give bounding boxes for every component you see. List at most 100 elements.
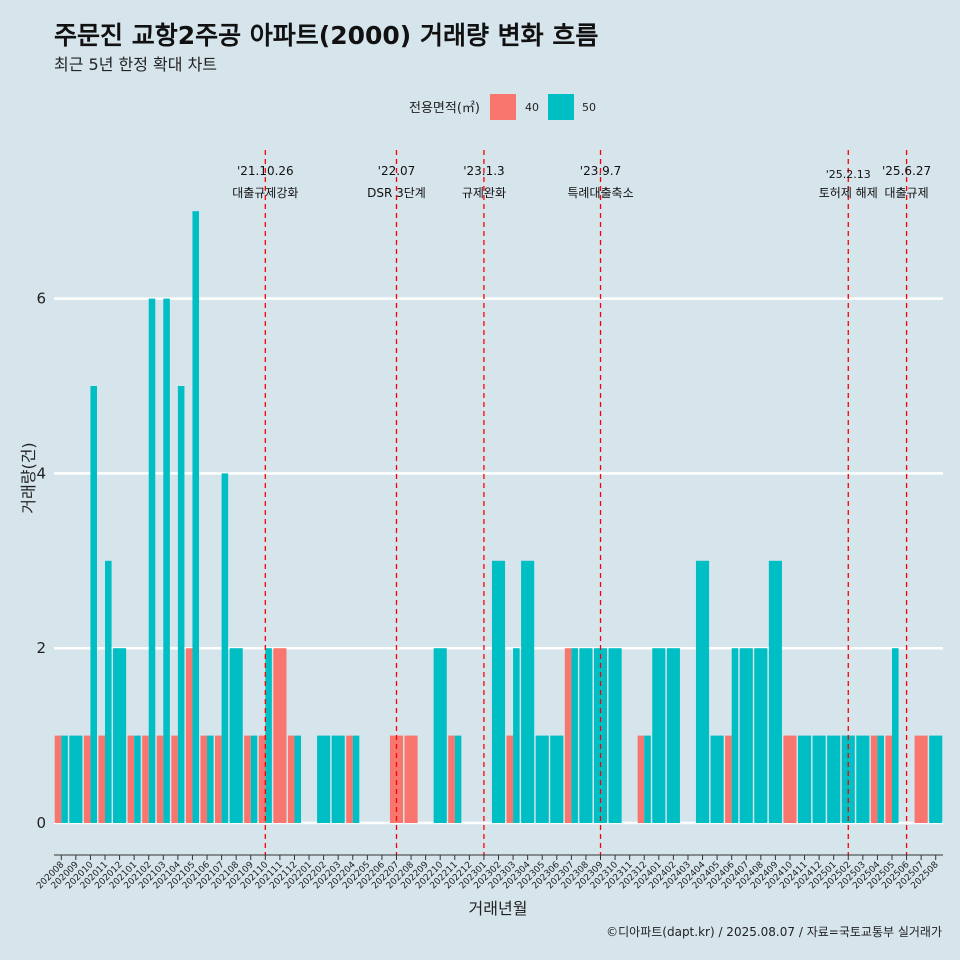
- bar-50-202202: [317, 735, 331, 823]
- bar-50-202406: [731, 648, 739, 823]
- bar-40-202211: [448, 735, 455, 823]
- y-tick-label: 4: [36, 464, 46, 482]
- bar-40-202011: [98, 735, 106, 823]
- x-axis-title: 거래년월: [469, 899, 528, 918]
- bar-50-202411: [797, 735, 812, 823]
- legend-label-40: 40: [525, 101, 539, 114]
- annotation-label-2: 규제완화: [462, 186, 506, 200]
- bar-40-202104: [171, 735, 178, 823]
- bar-50-202508: [929, 735, 943, 823]
- bar-50-202405: [710, 735, 724, 823]
- x-axis: 2020082020092020102020112020122021012021…: [35, 854, 943, 891]
- legend-title: 전용면적(㎡): [409, 101, 480, 116]
- bar-40-202303: [506, 735, 514, 823]
- bar-50-202408: [754, 648, 768, 823]
- bar-40-202504: [870, 735, 878, 823]
- bar-50-202412: [812, 735, 826, 823]
- bar-40-202307: [564, 648, 572, 823]
- bar-50-202505: [891, 648, 899, 823]
- bar-50-202104: [177, 386, 185, 823]
- bar-40-202008: [54, 735, 62, 823]
- bar-40-202312: [637, 735, 645, 823]
- bar-40-202010: [83, 735, 91, 823]
- bar-50-202108: [229, 648, 243, 823]
- annotation-label-5: 대출규제: [884, 186, 928, 200]
- chart-subtitle: 최근 5년 한정 확대 차트: [54, 55, 217, 74]
- bar-layer: [54, 211, 943, 824]
- bar-50-202009: [69, 735, 83, 823]
- chart-title: 주문진 교항2주공 아파트(2000) 거래량 변화 흐름: [54, 21, 598, 50]
- bar-50-202404: [695, 560, 710, 823]
- bar-50-202402: [666, 648, 680, 823]
- bar-40-202112: [287, 735, 295, 823]
- bar-50-202011: [105, 560, 112, 823]
- annotation-date-4: '25.2.13: [826, 168, 871, 181]
- y-tick-label: 0: [36, 814, 46, 832]
- bar-50-202407: [739, 648, 753, 823]
- annotation-label-0: 대출규제강화: [232, 186, 298, 200]
- bar-50-202112: [294, 735, 302, 823]
- bar-40-202505: [885, 735, 892, 823]
- legend: 전용면적(㎡) 40 50: [409, 94, 596, 120]
- annotation-label-1: DSR 3단계: [367, 186, 426, 200]
- bar-50-202204: [352, 735, 360, 823]
- bar-50-202305: [535, 735, 549, 823]
- bar-50-202308: [579, 648, 593, 823]
- bar-40-202107: [215, 735, 222, 823]
- bar-40-202406: [725, 735, 732, 823]
- annotation-date-3: '23.9.7: [580, 164, 621, 178]
- bar-50-202210: [433, 648, 447, 823]
- bar-50-202211: [454, 735, 462, 823]
- bar-50-202501: [827, 735, 841, 823]
- bar-50-202103: [163, 298, 170, 824]
- annotation-layer: '21.10.26 대출규제강화 '22.07 DSR 3단계 '23.1.3 규제완화 '…: [232, 150, 931, 855]
- bar-50-202502: [841, 735, 855, 823]
- bar-40-202507: [914, 735, 928, 823]
- bar-50-202503: [856, 735, 870, 823]
- bar-50-202504: [877, 735, 884, 823]
- annotation-date-0: '21.10.26: [237, 164, 294, 178]
- bar-50-202106: [207, 735, 214, 823]
- legend-swatch-50: [548, 94, 574, 120]
- bar-50-202401: [652, 648, 666, 823]
- bar-50-202008: [61, 735, 68, 823]
- bar-40-202110: [258, 735, 266, 823]
- bar-40-202111: [273, 648, 287, 823]
- bar-40-202106: [200, 735, 208, 823]
- annotation-date-2: '23.1.3: [463, 164, 504, 178]
- bar-40-202410: [783, 735, 797, 823]
- legend-label-50: 50: [582, 101, 596, 114]
- annotation-label-3: 특례대출축소: [567, 186, 633, 200]
- bar-50-202203: [331, 735, 345, 823]
- bar-40-202207: [389, 735, 404, 823]
- bar-40-202103: [156, 735, 164, 823]
- bar-50-202110: [265, 648, 272, 823]
- annotation-label-4: 토허제 해제: [819, 186, 878, 200]
- chart-caption: ©디아파트(dapt.kr) / 2025.08.07 / 자료=국토교통부 실…: [606, 925, 942, 939]
- bar-50-202303: [513, 648, 520, 823]
- bar-50-202012: [113, 648, 127, 823]
- bar-50-202102: [148, 298, 156, 824]
- bar-40-202105: [185, 648, 193, 823]
- bar-50-202107: [221, 473, 229, 823]
- y-tick-label: 2: [36, 639, 46, 657]
- legend-swatch-40: [490, 94, 516, 120]
- bar-50-202010: [90, 386, 97, 823]
- bar-50-202109: [250, 735, 258, 823]
- bar-40-202109: [244, 735, 251, 823]
- bar-50-202310: [608, 648, 622, 823]
- bar-40-202102: [142, 735, 149, 823]
- bar-50-202101: [134, 735, 141, 823]
- annotation-date-1: '22.07: [378, 164, 416, 178]
- bar-50-202409: [768, 560, 782, 823]
- bar-50-202302: [491, 560, 506, 823]
- bar-40-202101: [127, 735, 135, 823]
- bar-40-202204: [346, 735, 353, 823]
- y-axis-title: 거래량(건): [19, 442, 38, 513]
- bar-50-202312: [644, 735, 651, 823]
- y-tick-label: 6: [36, 290, 46, 308]
- bar-50-202307: [571, 648, 578, 823]
- bar-50-202304: [521, 560, 535, 823]
